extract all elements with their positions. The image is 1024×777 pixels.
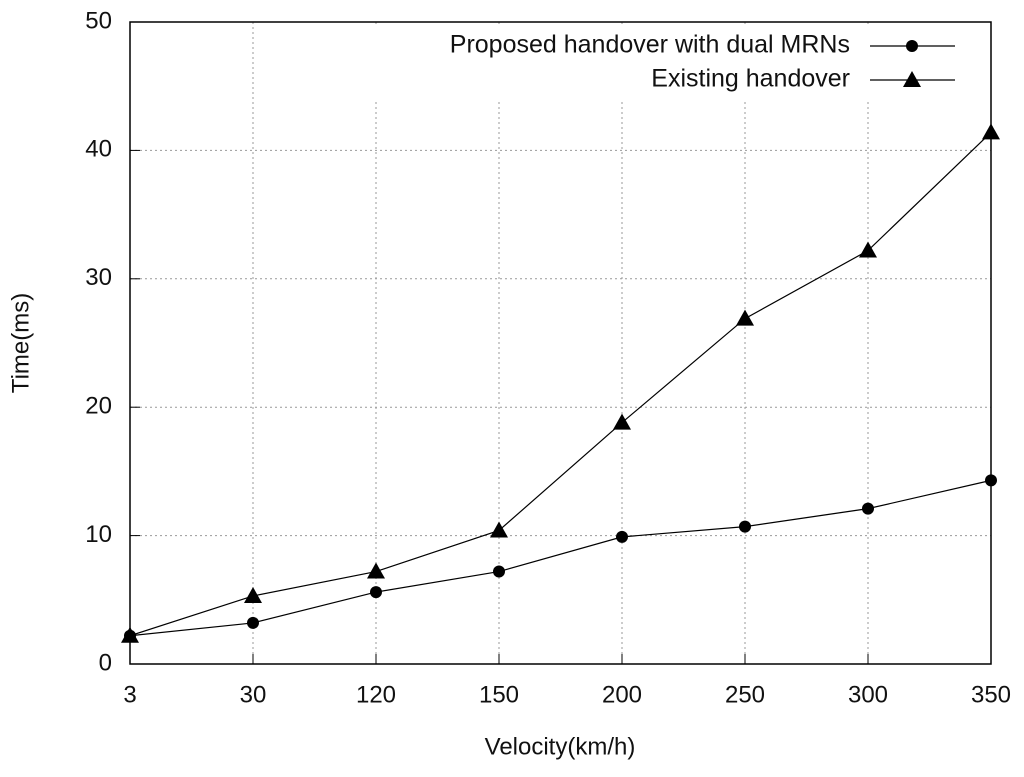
circle-marker [493, 565, 505, 578]
circle-marker [247, 616, 259, 629]
x-tick-label: 150 [479, 681, 519, 708]
y-tick-label: 10 [85, 521, 112, 548]
series-line [129, 131, 992, 637]
series-line [129, 479, 992, 637]
x-tick-label: 30 [240, 681, 267, 708]
y-tick-label: 20 [85, 393, 112, 420]
circle-marker [616, 530, 628, 543]
x-tick-label: 120 [356, 681, 396, 708]
circle-marker [906, 40, 918, 52]
y-tick-label: 30 [85, 264, 112, 291]
legend-background [330, 24, 989, 102]
triangle-marker [903, 71, 921, 87]
x-tick-label: 200 [602, 681, 642, 708]
legend-label: Proposed handover with dual MRNs [450, 31, 850, 59]
x-tick-label: 250 [725, 681, 765, 708]
triangle-marker [736, 309, 754, 326]
circle-marker [985, 474, 997, 487]
y-tick-label: 0 [99, 649, 112, 676]
triangle-marker [613, 413, 631, 430]
triangle-marker [244, 586, 262, 603]
x-tick-label: 300 [848, 681, 888, 708]
y-axis-label: Time(ms) [7, 293, 34, 393]
y-tick-label: 40 [85, 136, 112, 163]
x-axis-label: Velocity(km/h) [485, 733, 636, 760]
x-tick-label: 3 [123, 681, 136, 708]
triangle-marker [982, 123, 1000, 140]
circle-marker [370, 586, 382, 599]
circle-marker [862, 502, 874, 515]
legend-label: Existing handover [651, 65, 850, 93]
circle-marker [739, 520, 751, 533]
y-tick-label: 50 [85, 7, 112, 34]
x-tick-label: 350 [971, 681, 1011, 708]
triangle-marker [859, 241, 877, 258]
plot-frame [129, 21, 992, 665]
triangle-marker [367, 562, 385, 579]
triangle-marker [490, 521, 508, 538]
triangle-marker [121, 626, 139, 643]
